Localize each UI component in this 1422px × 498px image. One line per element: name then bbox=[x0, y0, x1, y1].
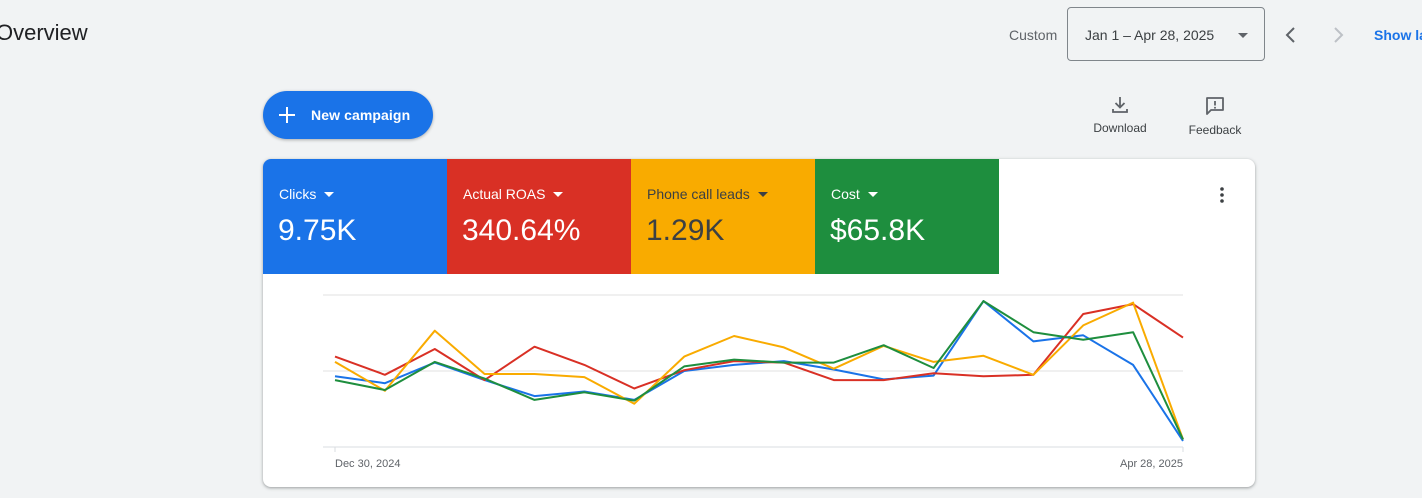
dropdown-caret-icon bbox=[324, 192, 335, 197]
series-line-actual-roas bbox=[334, 303, 1184, 390]
show-link[interactable]: Show la bbox=[1374, 27, 1422, 43]
metric-tile-actual-roas[interactable]: Actual ROAS 340.64% bbox=[447, 159, 631, 274]
metric-name: Phone call leads bbox=[647, 186, 768, 202]
metric-tile-clicks[interactable]: Clicks 9.75K bbox=[263, 159, 447, 274]
metric-value: 1.29K bbox=[646, 214, 725, 247]
plus-icon bbox=[279, 107, 295, 123]
metric-value: 9.75K bbox=[278, 214, 357, 247]
series-layer bbox=[334, 300, 1184, 442]
metric-value: 340.64% bbox=[462, 214, 581, 247]
more-options-button[interactable] bbox=[1212, 185, 1232, 205]
dropdown-caret-icon bbox=[1238, 33, 1248, 38]
series-line-clicks bbox=[334, 300, 1184, 442]
series-line-cost bbox=[334, 300, 1184, 440]
feedback-icon bbox=[1206, 97, 1224, 115]
metric-tile-cost[interactable]: Cost $65.8K bbox=[815, 159, 999, 274]
feedback-label: Feedback bbox=[1188, 123, 1242, 137]
metric-name: Cost bbox=[831, 186, 878, 202]
date-range-picker[interactable]: Jan 1 – Apr 28, 2025 bbox=[1067, 7, 1265, 61]
metric-value: $65.8K bbox=[830, 214, 926, 247]
performance-line-chart: Dec 30, 2024 Apr 28, 2025 bbox=[323, 294, 1184, 470]
date-range-type-label: Custom bbox=[1009, 27, 1058, 43]
download-icon bbox=[1112, 97, 1128, 113]
feedback-button[interactable]: Feedback bbox=[1185, 95, 1245, 137]
more-vert-icon bbox=[1220, 187, 1224, 203]
page-title: Overview bbox=[0, 20, 88, 45]
dropdown-caret-icon bbox=[553, 192, 564, 197]
new-campaign-label: New campaign bbox=[311, 107, 411, 123]
download-label: Download bbox=[1093, 121, 1147, 135]
previous-period-button[interactable] bbox=[1279, 23, 1303, 47]
performance-card: Clicks 9.75K Actual ROAS 340.64% Phone c… bbox=[263, 159, 1255, 487]
chevron-right-icon bbox=[1334, 27, 1344, 43]
new-campaign-button[interactable]: New campaign bbox=[263, 91, 433, 139]
metric-name: Actual ROAS bbox=[463, 186, 564, 202]
series-line-phone-call-leads bbox=[334, 301, 1184, 440]
x-tick-label-end: Apr 28, 2025 bbox=[1120, 458, 1183, 470]
chevron-left-icon bbox=[1285, 27, 1295, 43]
date-range-value: Jan 1 – Apr 28, 2025 bbox=[1085, 27, 1215, 43]
metric-name: Clicks bbox=[279, 186, 335, 202]
dropdown-caret-icon bbox=[757, 192, 768, 197]
next-period-button[interactable] bbox=[1326, 23, 1350, 47]
metric-tile-phone-call-leads[interactable]: Phone call leads 1.29K bbox=[631, 159, 815, 274]
x-tick-label-start: Dec 30, 2024 bbox=[335, 458, 400, 470]
dropdown-caret-icon bbox=[867, 192, 878, 197]
download-button[interactable]: Download bbox=[1090, 95, 1150, 135]
